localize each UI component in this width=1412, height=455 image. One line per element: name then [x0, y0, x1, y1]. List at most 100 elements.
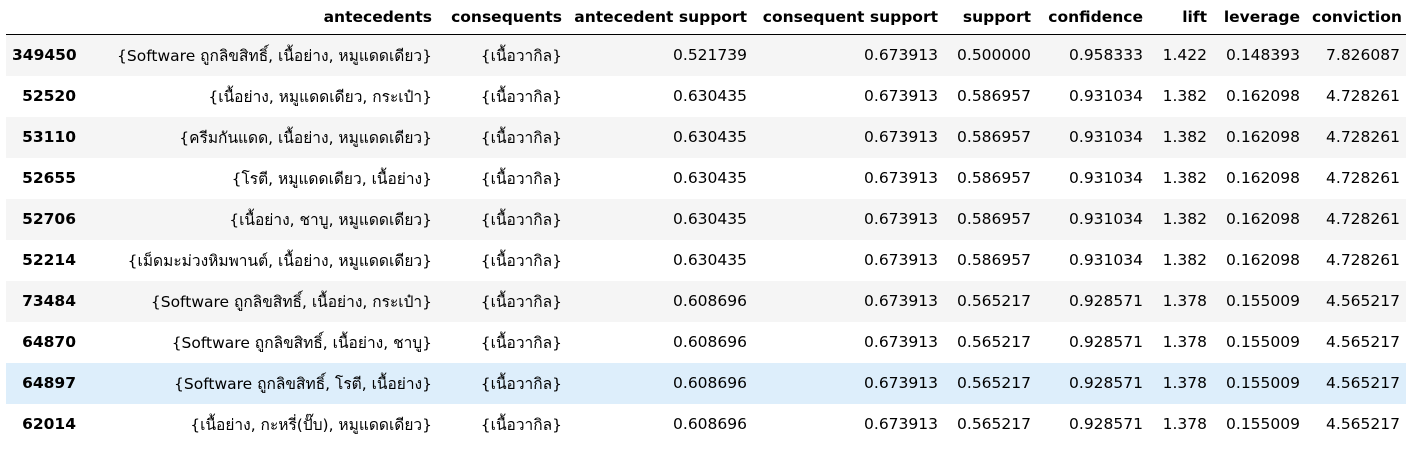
- consequent-support-cell: 0.673913: [864, 87, 938, 105]
- support-cell: 0.586957: [957, 210, 1031, 228]
- association-rules-table: antecedents consequents antecedent suppo…: [6, 0, 1406, 445]
- column-header: confidence: [1037, 0, 1149, 35]
- row-index: 52655: [22, 169, 76, 187]
- consequent-support-cell: 0.673913: [864, 128, 938, 146]
- consequents-cell: {เนื้อวากิล}: [480, 251, 562, 270]
- support-cell: 0.586957: [957, 128, 1031, 146]
- lift-cell: 1.382: [1162, 169, 1207, 187]
- column-header: consequent support: [753, 0, 944, 35]
- table-row: 62014 {เนื้อย่าง, กะหรี่(ปั๊บ), หมูแดดเด…: [6, 403, 1406, 445]
- antecedents-cell: {เนื้อย่าง, กะหรี่(ปั๊บ), หมูแดดเดียว}: [190, 415, 432, 434]
- confidence-cell: 0.928571: [1069, 333, 1143, 351]
- row-index: 349450: [12, 46, 77, 65]
- antecedent-support-cell: 0.630435: [673, 210, 747, 228]
- table-row: 64870 {Software ถูกลิขสิทธิ์, เนื้อย่าง,…: [6, 321, 1406, 363]
- leverage-cell: 0.155009: [1226, 374, 1300, 392]
- table-row-highlighted: 64897 {Software ถูกลิขสิทธิ์, โรตี, เนื้…: [6, 362, 1406, 404]
- conviction-cell: 4.565217: [1326, 292, 1400, 310]
- confidence-cell: 0.958333: [1069, 46, 1143, 65]
- row-index: 64897: [22, 374, 76, 392]
- row-index: 52520: [22, 87, 76, 105]
- conviction-cell: 4.565217: [1326, 333, 1400, 351]
- leverage-cell: 0.162098: [1226, 128, 1300, 146]
- consequents-cell: {เนื้อวากิล}: [480, 210, 562, 229]
- column-header: support: [944, 0, 1037, 35]
- support-cell: 0.500000: [957, 46, 1031, 65]
- consequents-cell: {เนื้อวากิล}: [480, 128, 562, 147]
- confidence-cell: 0.928571: [1069, 415, 1143, 433]
- table-row: 53110 {ครีมกันแดด, เนื้อย่าง, หมูแดดเดีย…: [6, 116, 1406, 158]
- table-row: 52520 {เนื้อย่าง, หมูแดดเดียว, กระเป๋า} …: [6, 75, 1406, 117]
- column-header: consequents: [438, 0, 568, 35]
- confidence-cell: 0.928571: [1069, 374, 1143, 392]
- antecedents-cell: {ครีมกันแดด, เนื้อย่าง, หมูแดดเดียว}: [179, 128, 432, 147]
- lift-cell: 1.378: [1162, 374, 1207, 392]
- row-index: 52706: [22, 210, 76, 228]
- conviction-cell: 4.728261: [1326, 128, 1400, 146]
- antecedent-support-cell: 0.608696: [673, 333, 747, 351]
- antecedent-support-cell: 0.608696: [673, 415, 747, 433]
- column-header: antecedent support: [568, 0, 753, 35]
- lift-cell: 1.382: [1162, 128, 1207, 146]
- lift-cell: 1.378: [1162, 333, 1207, 351]
- dataframe-output: antecedents consequents antecedent suppo…: [6, 0, 1406, 445]
- confidence-cell: 0.931034: [1069, 128, 1143, 146]
- antecedent-support-cell: 0.608696: [673, 292, 747, 310]
- consequents-cell: {เนื้อวากิล}: [480, 87, 562, 106]
- lift-cell: 1.382: [1162, 210, 1207, 228]
- table-row: 349450 {Software ถูกลิขสิทธิ์, เนื้อย่าง…: [6, 34, 1406, 76]
- lift-cell: 1.378: [1162, 415, 1207, 433]
- column-header: antecedents: [82, 0, 438, 35]
- consequents-cell: {เนื้อวากิล}: [480, 333, 562, 352]
- antecedents-cell: {เม็ดมะม่วงหิมพานต์, เนื้อย่าง, หมูแดดเด…: [127, 251, 432, 270]
- leverage-cell: 0.162098: [1226, 210, 1300, 228]
- column-header: conviction: [1306, 0, 1406, 35]
- column-header: leverage: [1213, 0, 1306, 35]
- leverage-cell: 0.162098: [1226, 251, 1300, 269]
- leverage-cell: 0.155009: [1226, 333, 1300, 351]
- consequents-cell: {เนื้อวากิล}: [480, 46, 562, 65]
- consequent-support-cell: 0.673913: [864, 46, 938, 65]
- conviction-cell: 4.728261: [1326, 87, 1400, 105]
- conviction-cell: 7.826087: [1326, 46, 1400, 65]
- row-index: 62014: [22, 415, 76, 433]
- support-cell: 0.565217: [957, 333, 1031, 351]
- conviction-cell: 4.728261: [1326, 169, 1400, 187]
- antecedent-support-cell: 0.630435: [673, 128, 747, 146]
- conviction-cell: 4.565217: [1326, 415, 1400, 433]
- lift-cell: 1.378: [1162, 292, 1207, 310]
- antecedents-cell: {เนื้อย่าง, หมูแดดเดียว, กระเป๋า}: [208, 87, 432, 106]
- antecedents-cell: {เนื้อย่าง, ชาบู, หมูแดดเดียว}: [229, 210, 432, 229]
- header-row: antecedents consequents antecedent suppo…: [6, 0, 1406, 35]
- support-cell: 0.586957: [957, 169, 1031, 187]
- table-row: 52706 {เนื้อย่าง, ชาบู, หมูแดดเดียว} {เน…: [6, 198, 1406, 240]
- row-index: 64870: [22, 333, 76, 351]
- lift-cell: 1.382: [1162, 87, 1207, 105]
- conviction-cell: 4.728261: [1326, 251, 1400, 269]
- leverage-cell: 0.155009: [1226, 415, 1300, 433]
- support-cell: 0.565217: [957, 374, 1031, 392]
- consequent-support-cell: 0.673913: [864, 333, 938, 351]
- antecedents-cell: {Software ถูกลิขสิทธิ์, เนื้อย่าง, กระเป…: [150, 292, 432, 311]
- support-cell: 0.586957: [957, 87, 1031, 105]
- antecedents-cell: {โรตี, หมูแดดเดียว, เนื้อย่าง}: [231, 169, 432, 188]
- conviction-cell: 4.565217: [1326, 374, 1400, 392]
- consequents-cell: {เนื้อวากิล}: [480, 292, 562, 311]
- confidence-cell: 0.931034: [1069, 210, 1143, 228]
- consequent-support-cell: 0.673913: [864, 251, 938, 269]
- table-row: 52655 {โรตี, หมูแดดเดียว, เนื้อย่าง} {เน…: [6, 157, 1406, 199]
- row-index: 52214: [22, 251, 76, 269]
- table-row: 73484 {Software ถูกลิขสิทธิ์, เนื้อย่าง,…: [6, 280, 1406, 322]
- confidence-cell: 0.931034: [1069, 87, 1143, 105]
- consequents-cell: {เนื้อวากิล}: [480, 415, 562, 434]
- row-index: 73484: [22, 292, 76, 310]
- consequents-cell: {เนื้อวากิล}: [480, 169, 562, 188]
- antecedents-cell: {Software ถูกลิขสิทธิ์, เนื้อย่าง, ชาบู}: [171, 333, 432, 352]
- antecedent-support-cell: 0.630435: [673, 169, 747, 187]
- support-cell: 0.586957: [957, 251, 1031, 269]
- antecedents-cell: {Software ถูกลิขสิทธิ์, โรตี, เนื้อย่าง}: [174, 374, 432, 393]
- leverage-cell: 0.148393: [1226, 46, 1300, 65]
- leverage-cell: 0.155009: [1226, 292, 1300, 310]
- confidence-cell: 0.928571: [1069, 292, 1143, 310]
- consequent-support-cell: 0.673913: [864, 415, 938, 433]
